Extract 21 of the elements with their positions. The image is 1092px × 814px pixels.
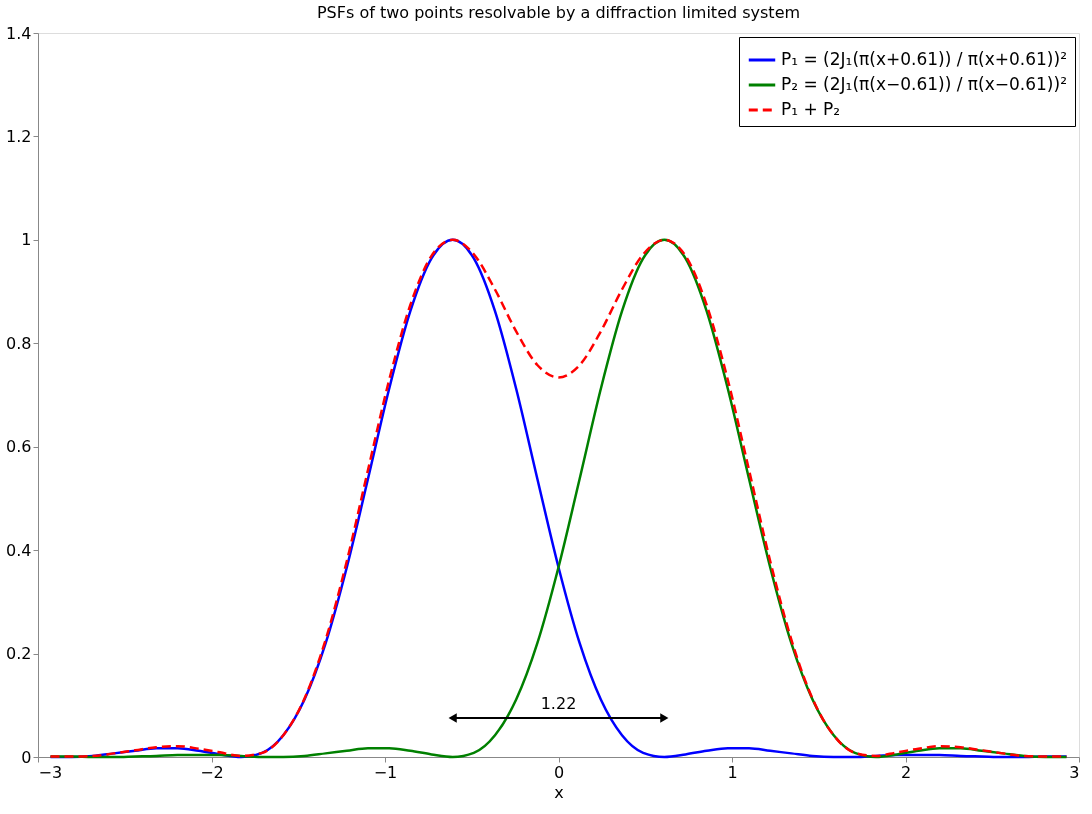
y-tick-label: 0.2 xyxy=(6,644,32,664)
x-tick-label: 2 xyxy=(900,762,912,782)
y-tick-label: 1 xyxy=(21,230,32,250)
y-tick-label: 1.4 xyxy=(6,23,32,43)
legend-label: P₁ + P₂ xyxy=(781,99,841,119)
annotation: 1.22 xyxy=(540,693,577,713)
chart-title: PSFs of two points resolvable by a diffraction limited system xyxy=(316,3,801,22)
y-tick-label: 0.4 xyxy=(6,540,32,560)
legend-label: P₁ = (2J₁(π(x+0.61)) / π(x+0.61))² xyxy=(781,49,1067,69)
x-tick-label: −3 xyxy=(38,762,63,782)
x-axis-title: x xyxy=(554,782,564,802)
y-tick-label: 0.8 xyxy=(6,333,32,353)
y-tick-label: 0.6 xyxy=(6,437,32,457)
x-tick-label: −2 xyxy=(200,762,224,782)
x-tick-label: −1 xyxy=(373,762,398,782)
x-tick-label: 1 xyxy=(727,762,738,782)
x-tick-label: 0 xyxy=(553,762,565,782)
x-tick-label: 3 xyxy=(1069,762,1080,782)
y-tick-label: 0 xyxy=(21,747,32,767)
legend-label: P₂ = (2J₁(π(x−0.61)) / π(x−0.61))² xyxy=(781,74,1067,94)
y-tick-label: 1.2 xyxy=(6,126,32,146)
